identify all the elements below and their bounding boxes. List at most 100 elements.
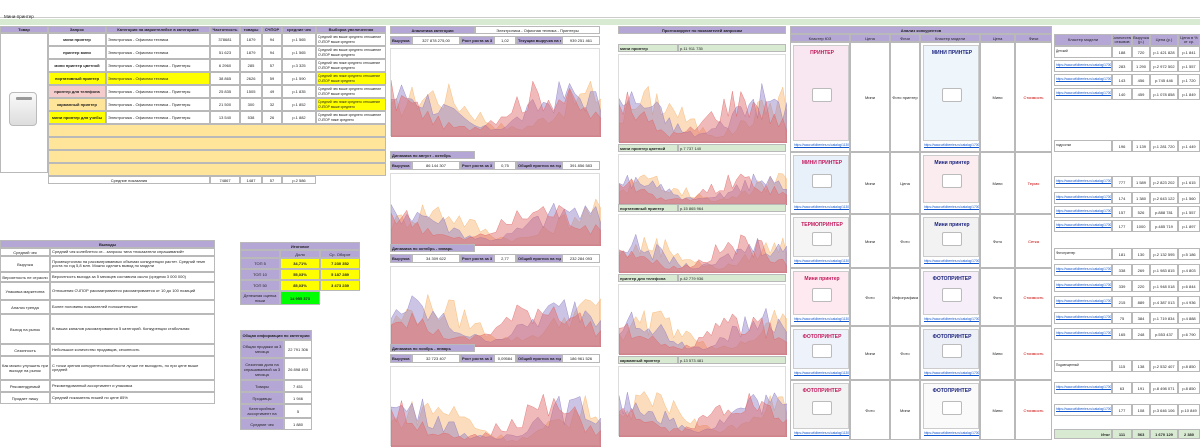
summary-share: 34,71% — [280, 258, 320, 269]
note-key: Продает нишу — [0, 392, 50, 404]
general-value: 22 791 306 — [284, 340, 312, 358]
competitor-a: Фото — [850, 380, 890, 440]
competitor-link: https://www.wildberries.ru/catalog/11309… — [794, 317, 849, 322]
summary-turnover: 3 473 239 — [320, 280, 360, 291]
model-name: Детский — [1054, 46, 1112, 58]
product-thumbnail[interactable]: Мини принтер — [793, 271, 849, 315]
query-cell: мини принтер цветной — [48, 59, 106, 72]
summary-table: Итоговое Доля Ср. Оборот ТОП 5 34,71% 7 230 3… — [240, 242, 360, 312]
model-name: https://www.wildberries.ru/catalog/17001… — [1054, 74, 1112, 86]
competitor-card: ФОТОПРИНТЕР https://www.wildberries.ru/ca… — [920, 380, 980, 440]
product-thumbnail[interactable]: ФОТОПРИНТЕР — [793, 383, 849, 429]
general-key: Средние чек — [240, 418, 284, 430]
model-reviews: 63 — [1112, 382, 1132, 394]
model-price: р.8 850 — [1178, 360, 1200, 372]
series-area — [618, 236, 788, 274]
sheet-title: Мини-принтер — [4, 13, 34, 19]
model-name: подростки — [1054, 140, 1112, 152]
product-thumbnail[interactable]: Мини принтер — [923, 155, 979, 203]
model-revenue: р.888 781 — [1150, 206, 1178, 218]
average-goods: 1487 — [240, 176, 262, 184]
note-value: Отношения СЧПОР рассматривается рассматр… — [50, 282, 215, 300]
general-value: 7 451 — [284, 380, 312, 392]
summary-header: Доля — [280, 250, 320, 258]
trend-value: р.7 737 140 — [678, 144, 786, 152]
area-chart-svg — [390, 198, 602, 247]
column-header: Частотность — [210, 26, 240, 33]
price-cell: р.1 835 — [282, 85, 316, 98]
model-revenue: р.553 437 — [1150, 328, 1178, 340]
note-key: Выход на рынок — [0, 314, 50, 344]
summary-turnover: 5 187 289 — [320, 269, 360, 280]
area-chart-svg — [390, 80, 602, 138]
model-reviews: 338 — [1112, 264, 1132, 276]
growth-value: 0,75 — [494, 161, 516, 170]
year-value: 939 251 461 — [562, 36, 600, 45]
spp-cell: 94 — [262, 46, 282, 59]
panel-subtitle: Электроника - Офисная техника - Принтеры — [475, 26, 600, 34]
trend-query: карманный принтер — [618, 356, 678, 364]
competitor-link: https://www.wildberries.ru/catalog/17001… — [924, 431, 979, 436]
model-sales: 384 — [1132, 312, 1150, 324]
model-name: https://www.wildberries.ru/catalog/17001… — [1054, 220, 1112, 232]
growth-value: 0,09584 — [494, 354, 516, 363]
product-thumbnail[interactable]: ТЕРМОПРИНТЕР — [793, 217, 849, 257]
series-area — [618, 309, 788, 356]
product-thumbnail[interactable]: ФОТОПРИНТЕР — [923, 383, 979, 429]
competitor-c: Фото — [980, 268, 1015, 326]
product-thumbnail[interactable]: ФОТОПРИНТЕР — [923, 271, 979, 315]
thumbnail-caption: ТЕРМОПРИНТЕР — [801, 222, 843, 228]
product-thumbnail[interactable]: ФОТОПРИНТЕР — [793, 329, 849, 369]
year-value: 391 856 583 — [562, 161, 600, 170]
product-thumbnail[interactable]: МИНИ ПРИНТЕР — [793, 155, 849, 203]
model-sales: 269 — [1132, 264, 1150, 276]
model-sales: 720 — [1132, 46, 1150, 58]
competitors-panel: Анализ конкурентов Кластер ЮЗ Цена Фичи Клас… — [790, 26, 1052, 441]
competitor-card: МИНИ ПРИНТЕР https://www.wildberries.ru/c… — [790, 152, 850, 214]
thumbnail-caption: МИНИ ПРИНТЕР — [931, 50, 973, 56]
competitor-d: Стоимость — [1015, 42, 1052, 152]
series-area — [618, 83, 788, 144]
average-label: Средние показания — [48, 176, 210, 184]
product-thumbnail[interactable]: ПРИНТЕР — [793, 45, 849, 141]
goods-cell: 285 — [240, 59, 262, 72]
model-sales: 1000 — [1132, 220, 1150, 232]
paper-slot-icon — [16, 97, 32, 100]
series-area — [618, 173, 788, 206]
column-header: Товар — [0, 26, 48, 33]
revenue-label: Выручка — [390, 354, 412, 363]
product-thumbnail[interactable]: ФОТОПРИНТЕР — [923, 329, 979, 369]
model-revenue: р.1 983 815 — [1150, 264, 1178, 276]
general-key: Товары — [240, 380, 284, 392]
model-price: р.8 850 — [1178, 382, 1200, 394]
model-price: р.6 790 — [1178, 328, 1200, 340]
revenue-dynamics-chart — [390, 48, 602, 138]
spp-cell: 59 — [262, 72, 282, 85]
thumbnail-caption: ФОТОПРИНТЕР — [802, 388, 842, 394]
model-price: р.4 936 — [1178, 296, 1200, 308]
category-cell: Электроника - Офисная техника — [106, 33, 210, 46]
column-header: средние чек — [282, 26, 316, 33]
series-area — [390, 198, 602, 247]
model-revenue: р.8 498 071 — [1150, 382, 1178, 394]
empty-row — [48, 124, 386, 137]
series-area — [390, 80, 602, 138]
category-cell: Электроника - Офисная техника - Принтеры — [106, 85, 210, 98]
model-price: р.1 897 — [1178, 220, 1200, 232]
model-name: https://www.wildberries.ru/catalog/17001… — [1054, 404, 1112, 416]
frequency-cell: 6 2960 — [210, 59, 240, 72]
revenue-dynamics-chart — [390, 173, 602, 247]
growth-label: Рост роста за 3 мес — [460, 354, 494, 363]
note-value: Средний показатель нишей по цене 85% — [50, 392, 215, 404]
product-thumbnail[interactable]: МИНИ ПРИНТЕР — [923, 45, 979, 141]
printer-picture — [812, 88, 832, 102]
model-revenue: р.2 643 122 — [1150, 192, 1178, 204]
column-header: товары — [240, 26, 262, 33]
model-revenue: р.1 078 858 — [1150, 88, 1178, 100]
model-price: р.10 849 — [1178, 404, 1200, 416]
product-thumbnail[interactable]: Мини принтер — [923, 217, 979, 257]
average-price: р.2 586 — [282, 176, 316, 184]
model-name: https://www.wildberries.ru/catalog/17001… — [1054, 206, 1112, 218]
model-price: р.6 844 — [1178, 280, 1200, 292]
total-d: 2 380 — [1178, 429, 1200, 439]
